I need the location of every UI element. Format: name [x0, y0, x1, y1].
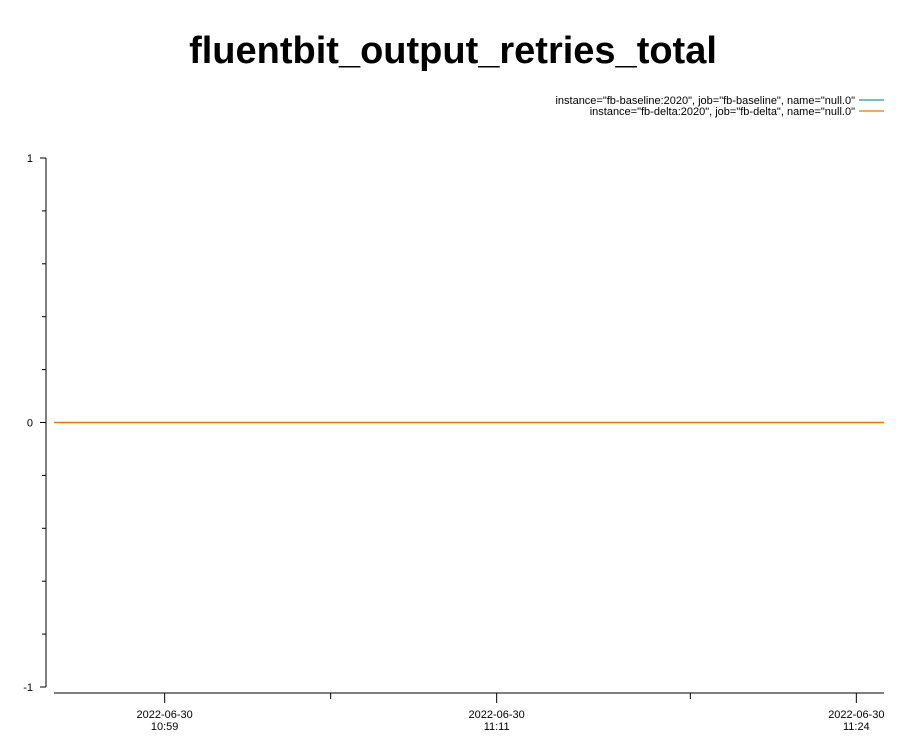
x-tick-label-time: 10:59: [151, 721, 179, 733]
x-tick-label-time: 11:24: [843, 721, 870, 733]
legend-label: instance="fb-delta:2020", job="fb-delta"…: [590, 106, 855, 118]
x-tick-label-date: 2022-06-30: [828, 709, 884, 721]
y-tick-label: -1: [23, 682, 33, 694]
x-tick-label-date: 2022-06-30: [469, 709, 525, 721]
y-axis-ticks: 1 0 -1: [23, 153, 46, 694]
x-axis-ticks: 2022-06-3010:592022-06-3011:112022-06-30…: [137, 693, 884, 733]
legend: instance="fb-baseline:2020", job="fb-bas…: [555, 95, 884, 118]
y-tick-label: 1: [27, 153, 33, 165]
y-tick-label: 0: [27, 418, 33, 430]
legend-label: instance="fb-baseline:2020", job="fb-bas…: [555, 95, 855, 107]
x-tick-label-time: 11:11: [484, 721, 510, 733]
chart-title: fluentbit_output_retries_total: [189, 30, 717, 72]
x-tick-label-date: 2022-06-30: [137, 709, 193, 721]
